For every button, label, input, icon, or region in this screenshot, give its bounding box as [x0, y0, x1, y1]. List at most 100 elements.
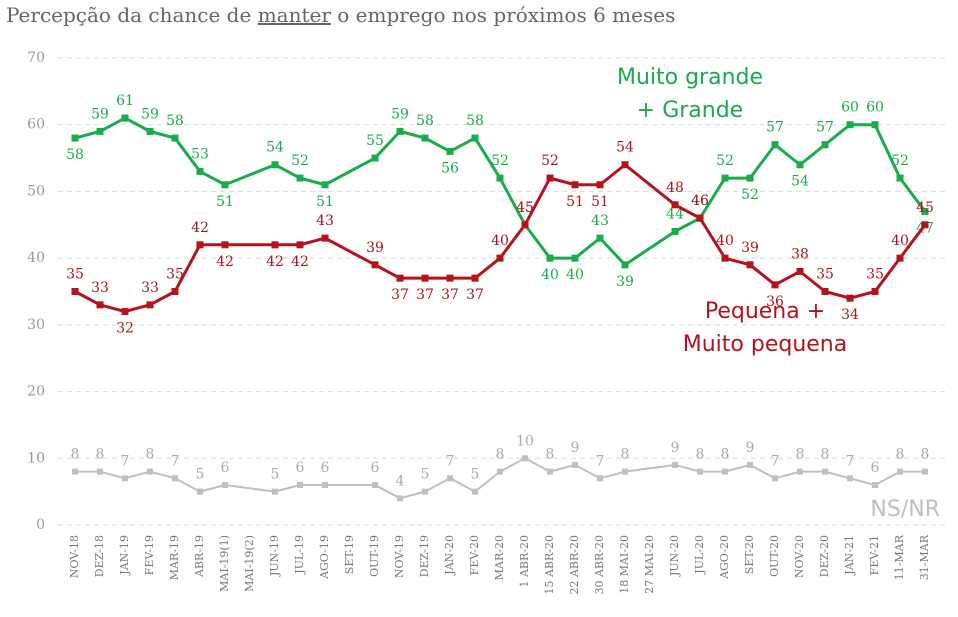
marker — [571, 254, 579, 262]
line-segment — [99, 470, 126, 480]
marker — [421, 134, 429, 142]
data-label: 56 — [441, 160, 459, 176]
data-label: 54 — [791, 174, 809, 190]
line-segment — [523, 177, 552, 226]
marker — [372, 481, 378, 488]
line-segment — [624, 230, 676, 267]
marker — [96, 127, 104, 135]
data-label: 36 — [766, 294, 784, 310]
x-tick-label: FEV-20 — [468, 535, 481, 575]
x-tick-label: JAN-21 — [843, 535, 856, 576]
x-tick-label: AGO-20 — [718, 535, 731, 580]
marker — [847, 475, 853, 482]
marker — [872, 481, 878, 488]
marker — [296, 241, 304, 249]
data-label: 42 — [216, 254, 234, 270]
marker — [171, 134, 179, 142]
marker — [446, 274, 454, 282]
line-segment — [399, 490, 426, 500]
line-segment — [849, 290, 876, 300]
data-label: 54 — [616, 140, 634, 156]
data-label: 40 — [716, 233, 734, 249]
marker — [896, 254, 904, 262]
marker — [396, 274, 404, 282]
data-label: 9 — [571, 440, 580, 456]
x-tick-label: MAI-19(2) — [243, 535, 256, 592]
marker — [396, 127, 404, 135]
line-segment — [274, 163, 301, 180]
line-segment — [698, 177, 727, 219]
data-label: 48 — [666, 180, 684, 196]
title-part: o emprego nos próximos 6 meses — [331, 3, 675, 27]
marker — [371, 154, 379, 162]
data-label: 52 — [891, 153, 909, 169]
title-part: manter — [258, 3, 332, 27]
marker — [321, 234, 329, 242]
data-label: 60 — [866, 100, 884, 116]
line-segment — [224, 163, 276, 187]
data-label: 55 — [366, 133, 384, 149]
line-segment — [874, 470, 901, 486]
y-tick-label: 60 — [27, 117, 45, 133]
line-segment — [224, 483, 276, 493]
data-label: 51 — [566, 194, 584, 210]
marker — [596, 181, 604, 189]
line-segment — [299, 236, 326, 247]
marker — [696, 214, 704, 222]
marker — [771, 141, 779, 149]
line-segment — [74, 129, 101, 140]
line-segment — [698, 217, 727, 259]
marker — [796, 161, 804, 169]
data-label: 45 — [516, 200, 534, 216]
y-tick-label: 50 — [27, 183, 45, 199]
x-tick-label: MAI-19(1) — [218, 535, 231, 592]
line-segment — [724, 463, 751, 473]
line-segment — [499, 457, 526, 473]
data-label: 37 — [416, 287, 434, 303]
marker — [671, 201, 679, 209]
marker — [521, 221, 529, 229]
y-tick-label: 70 — [27, 50, 45, 66]
line-segment — [549, 176, 576, 187]
data-label: 35 — [166, 267, 184, 283]
data-label: 6 — [296, 460, 305, 476]
data-label: 6 — [321, 460, 330, 476]
marker — [846, 121, 854, 129]
data-label: 58 — [166, 113, 184, 129]
marker — [72, 468, 78, 475]
marker — [622, 468, 628, 475]
data-label: 8 — [896, 447, 905, 463]
marker — [496, 254, 504, 262]
marker — [321, 181, 329, 189]
data-label: 32 — [116, 321, 134, 337]
data-label: 7 — [596, 453, 605, 469]
x-tick-label: 22 ABR-20 — [568, 535, 581, 595]
x-tick-label: 15 ABR-20 — [543, 535, 556, 595]
marker — [146, 301, 154, 309]
data-label: 51 — [591, 194, 609, 210]
line-segment — [299, 176, 326, 187]
marker — [672, 461, 678, 468]
data-label: 39 — [366, 240, 384, 256]
line-segment — [674, 216, 701, 233]
marker — [822, 468, 828, 475]
line-segment — [824, 123, 851, 146]
x-tick-label: 18 MAI-20 — [618, 535, 631, 594]
data-label: 57 — [766, 120, 784, 136]
x-tick-label: FEV-21 — [868, 535, 881, 575]
marker — [222, 481, 228, 488]
marker — [747, 461, 753, 468]
marker — [171, 288, 179, 295]
marker — [897, 468, 903, 475]
line-segment — [898, 223, 927, 260]
line-segment — [599, 470, 626, 480]
x-tick-label: MAR-20 — [493, 535, 506, 580]
series-annotation: Muito pequena — [683, 332, 847, 357]
line-segment — [324, 156, 376, 187]
y-tick-label: 10 — [27, 450, 45, 466]
line-segment — [873, 124, 902, 179]
data-label: 4 — [396, 473, 405, 489]
marker — [722, 468, 728, 475]
line-segment — [749, 464, 776, 480]
